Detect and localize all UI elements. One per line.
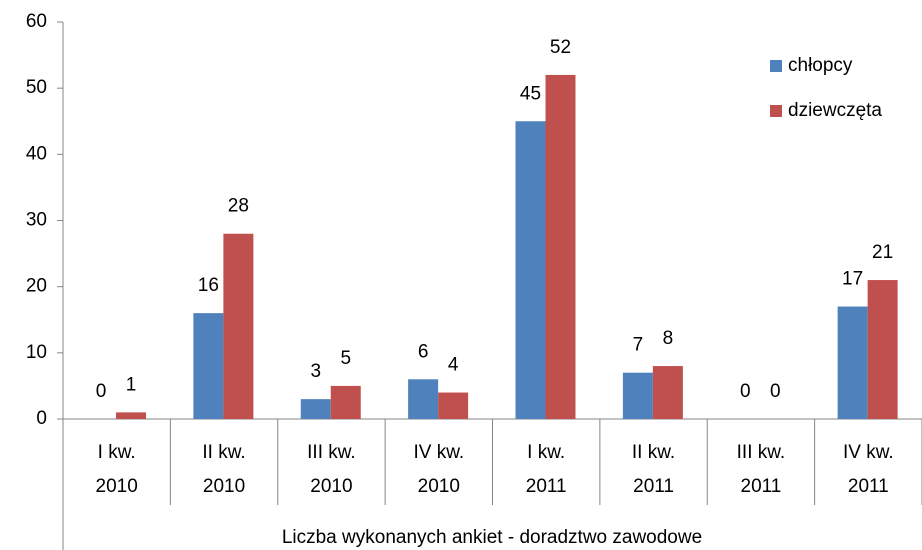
bar xyxy=(652,366,683,419)
x-tick-label: 2010 xyxy=(310,476,352,497)
bar xyxy=(116,412,146,419)
y-tick-label: 50 xyxy=(26,77,47,98)
y-tick-label: 0 xyxy=(36,408,47,429)
value-label: 4 xyxy=(448,355,459,376)
value-label: 8 xyxy=(663,328,674,349)
bar xyxy=(545,74,576,419)
y-tick-label: 40 xyxy=(26,143,47,164)
x-tick-label: 2011 xyxy=(526,476,567,497)
bar xyxy=(515,121,546,419)
x-tick-label: I kw. xyxy=(98,442,136,463)
x-tick-label: 2011 xyxy=(741,476,782,497)
y-tick-label: 10 xyxy=(26,342,47,363)
value-label: 52 xyxy=(550,37,571,58)
bar xyxy=(438,392,469,419)
x-tick-label: 2010 xyxy=(96,476,138,497)
y-tick-label: 20 xyxy=(26,276,47,297)
y-tick-label: 60 xyxy=(26,11,47,32)
x-tick-label: IV kw. xyxy=(413,442,464,463)
value-label: 7 xyxy=(633,335,644,356)
x-tick-label: 2010 xyxy=(203,476,245,497)
bar xyxy=(330,385,361,419)
value-label: 28 xyxy=(228,196,249,217)
value-label: 45 xyxy=(520,83,541,104)
legend-swatch xyxy=(770,105,782,117)
x-tick-label: III kw. xyxy=(307,442,356,463)
x-tick-label: 2011 xyxy=(848,476,889,497)
y-tick-label: 30 xyxy=(26,210,47,231)
legend-label: chłopcy xyxy=(788,55,853,76)
x-tick-label: I kw. xyxy=(527,442,565,463)
x-tick-label: II kw. xyxy=(632,442,675,463)
x-axis-label: Liczba wykonanych ankiet - doradztwo zaw… xyxy=(282,527,702,548)
value-label: 17 xyxy=(842,269,863,290)
x-tick-label: 2011 xyxy=(633,476,674,497)
x-tick-label: II kw. xyxy=(202,442,245,463)
bar xyxy=(867,280,898,419)
value-label: 16 xyxy=(198,275,219,296)
value-label: 6 xyxy=(418,341,429,362)
value-label: 5 xyxy=(340,348,351,369)
x-tick-label: IV kw. xyxy=(843,442,894,463)
value-label: 0 xyxy=(740,381,751,402)
value-label: 0 xyxy=(770,381,781,402)
bar xyxy=(622,372,653,419)
x-tick-label: III kw. xyxy=(737,442,786,463)
bar xyxy=(223,233,254,419)
x-tick-label: 2010 xyxy=(418,476,460,497)
value-label: 3 xyxy=(310,361,321,382)
legend-swatch xyxy=(770,60,782,72)
bar xyxy=(408,379,439,419)
bar xyxy=(300,399,331,419)
bar xyxy=(193,313,224,419)
value-label: 0 xyxy=(96,381,107,402)
value-label: 1 xyxy=(126,374,137,395)
value-label: 21 xyxy=(872,242,893,263)
bar xyxy=(837,306,868,419)
legend-label: dziewczęta xyxy=(788,100,882,121)
